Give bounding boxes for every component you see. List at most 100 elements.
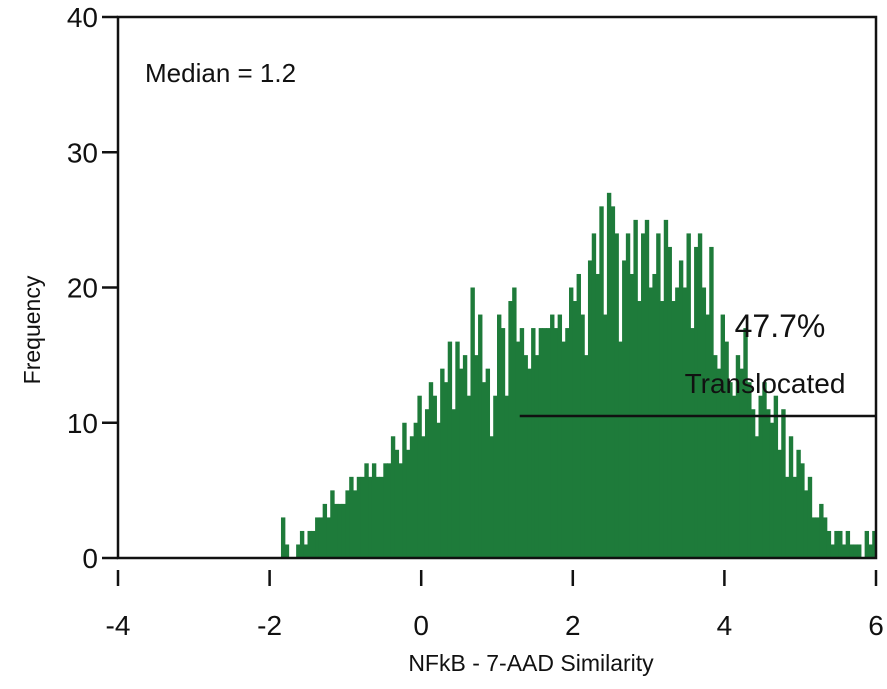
histogram-bar: [656, 233, 661, 558]
histogram-bar: [614, 233, 619, 558]
histogram-bar: [819, 503, 824, 558]
histogram-bar: [716, 368, 722, 558]
histogram-bar: [345, 490, 350, 558]
x-tick-label: 6: [868, 610, 884, 641]
histogram-bar: [455, 341, 460, 558]
histogram-bar: [686, 233, 691, 558]
histogram-bar: [788, 436, 794, 558]
histogram-bar: [307, 530, 312, 558]
histogram-bar: [478, 314, 483, 558]
histogram-bar: [864, 530, 870, 558]
histogram-bar: [845, 530, 851, 558]
histogram-bar: [872, 530, 877, 558]
histogram-bar: [641, 233, 646, 558]
histogram-bar: [334, 503, 339, 558]
histogram-bar: [694, 246, 699, 559]
histogram-bar: [565, 328, 570, 558]
histogram-bar: [713, 355, 718, 558]
histogram-bar: [550, 314, 555, 558]
histogram-bar: [330, 490, 335, 558]
y-tick-label: 0: [82, 543, 98, 574]
histogram-bar: [284, 544, 290, 558]
histogram-bar: [735, 355, 741, 558]
histogram-bar: [603, 314, 608, 558]
histogram-bar: [781, 409, 786, 558]
histogram-bar: [777, 449, 782, 558]
histogram-bar: [803, 490, 809, 558]
histogram-bar: [580, 314, 585, 558]
histogram-bar: [659, 301, 665, 558]
histogram-bar: [534, 355, 540, 558]
histogram-bar: [709, 246, 714, 559]
histogram-bar: [519, 328, 525, 558]
histogram-bar: [591, 233, 597, 558]
histogram-bar: [360, 476, 365, 558]
histogram-bar: [390, 436, 396, 558]
histogram-bar: [720, 314, 725, 558]
histogram-bar: [402, 422, 407, 558]
histogram-bar: [443, 382, 449, 558]
histogram-bar: [618, 341, 623, 558]
histogram-bar: [322, 503, 328, 558]
x-tick-label: 0: [413, 610, 429, 641]
histogram-bar: [280, 517, 286, 558]
histogram-bar: [807, 476, 813, 558]
histogram-bar: [599, 206, 604, 558]
histogram-bar: [542, 328, 547, 558]
histogram-bar: [447, 341, 453, 558]
histogram-bar: [822, 517, 828, 558]
y-tick-label: 20: [67, 273, 98, 304]
histogram-bar: [326, 517, 331, 558]
histogram-bar: [349, 476, 354, 558]
histogram-bar: [569, 287, 574, 558]
histogram-bar: [368, 476, 373, 558]
histogram-bar: [762, 382, 767, 558]
histogram-bar: [769, 422, 775, 558]
histogram-bar: [481, 382, 487, 558]
x-tick-label: -4: [106, 610, 131, 641]
histogram-bar: [527, 368, 532, 558]
histogram-bar: [834, 530, 839, 558]
histogram-bar: [470, 287, 475, 558]
histogram-bar: [296, 544, 301, 558]
histogram-bar: [728, 382, 733, 558]
histogram-bar: [375, 476, 381, 558]
histogram-bar: [356, 476, 362, 558]
histogram-bar: [572, 301, 578, 558]
histogram-bar: [785, 476, 790, 558]
histogram-bar: [531, 328, 536, 558]
histogram-bar: [387, 463, 392, 558]
translocated-percent-annotation: 47.7%: [735, 308, 826, 344]
histogram-bar: [644, 219, 650, 558]
histogram-bar: [432, 395, 437, 558]
histogram-bar: [379, 476, 384, 558]
histogram-bar: [523, 355, 528, 558]
histogram-bar: [337, 503, 343, 558]
y-tick-label: 30: [67, 137, 98, 168]
histogram-bar: [587, 260, 593, 558]
histogram-bar: [515, 341, 521, 558]
histogram-bar: [493, 395, 498, 558]
histogram-bar: [682, 287, 688, 558]
histogram-bar: [394, 449, 400, 558]
histogram-bar: [796, 449, 801, 558]
histogram-bar: [826, 530, 832, 558]
histogram-bar: [371, 463, 377, 558]
histogram-bar: [811, 517, 816, 558]
histogram-bar: [341, 503, 346, 558]
histogram-bar: [497, 314, 502, 558]
x-axis-title: NFkB - 7-AAD Similarity: [408, 650, 654, 676]
histogram-bar: [512, 287, 517, 558]
histogram-bar: [731, 395, 737, 558]
histogram-bars: [280, 192, 877, 559]
histogram-bar: [409, 436, 415, 558]
histogram-bar: [413, 422, 419, 558]
histogram-bar: [436, 422, 441, 558]
histogram-bar: [773, 395, 779, 558]
histogram-bar: [303, 544, 309, 558]
histogram-bar: [766, 409, 771, 558]
histogram-bar: [610, 206, 616, 558]
histogram-bar: [758, 395, 763, 558]
histogram-bar: [299, 530, 305, 558]
